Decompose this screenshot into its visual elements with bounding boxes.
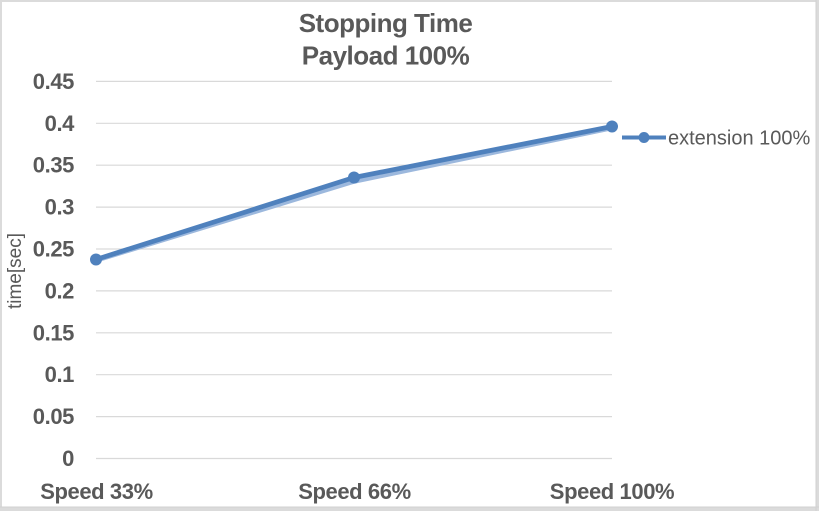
- svg-text:0.4: 0.4: [45, 111, 76, 136]
- svg-text:Speed 66%: Speed 66%: [298, 479, 411, 504]
- svg-text:0.15: 0.15: [33, 320, 74, 345]
- svg-text:0.2: 0.2: [45, 278, 75, 303]
- svg-text:Stopping Time: Stopping Time: [299, 8, 473, 38]
- svg-text:extension 100%: extension 100%: [668, 127, 811, 149]
- svg-text:time[sec]: time[sec]: [5, 233, 26, 309]
- svg-text:0: 0: [62, 446, 74, 471]
- svg-text:Payload 100%: Payload 100%: [302, 41, 470, 71]
- svg-text:Speed 100%: Speed 100%: [550, 479, 674, 504]
- svg-text:Speed 33%: Speed 33%: [40, 479, 153, 504]
- svg-text:0.25: 0.25: [33, 237, 74, 262]
- svg-text:0.45: 0.45: [33, 69, 74, 94]
- svg-text:0.1: 0.1: [45, 362, 75, 387]
- svg-text:0.05: 0.05: [33, 404, 74, 429]
- svg-text:0.35: 0.35: [33, 153, 74, 178]
- svg-text:0.3: 0.3: [45, 195, 75, 220]
